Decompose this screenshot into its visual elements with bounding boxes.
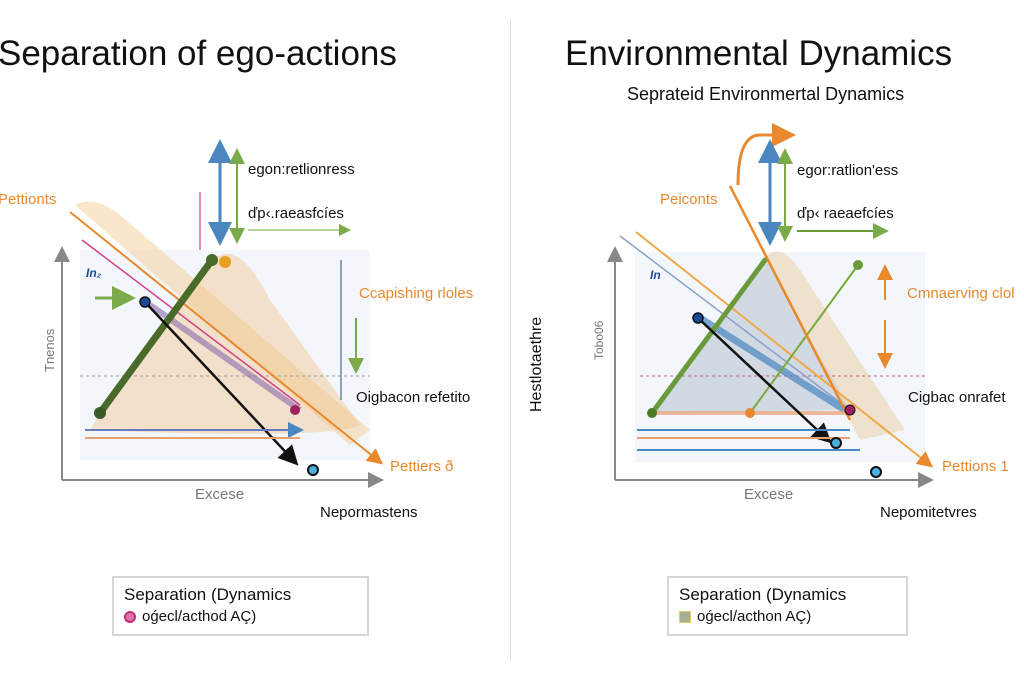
right-title: Environmental Dynamics [565,34,953,73]
right-label-top2: ďp‹ raeaefcíes [797,205,894,222]
left-label-top2: ďp‹.raeasfcíes [248,205,344,222]
legend-marker-circle-icon [124,611,136,623]
left-corner-mark: In₂ [86,266,102,280]
left-label-left-orange: Pettionts [0,191,57,208]
orange-region [90,253,360,434]
legend-title: Separation (Dynamics [679,585,847,604]
right-label-top1: egor:ratlion'ess [797,162,899,179]
right-label-bottom-orange: Pettions 1 [942,458,1009,475]
left-legend: Separation (Dynamics oǵecl/acthod AÇ) [112,576,369,636]
left-diagram [54,139,384,488]
green-edge [649,257,768,416]
legend-title: Separation (Dynamics [124,585,292,604]
left-y-label: Tnenos [42,328,57,372]
right-subtitle: Sepratеid Environmertal Dynamics [627,84,905,104]
right-corner-mark: In [650,268,661,282]
right-y-tick: Tobo06 [592,320,606,360]
left-label-top1: egon:retlionress [248,161,355,178]
right-diagram [607,123,934,488]
legend-item: oǵecl/acthon AÇ) [697,608,812,625]
left-label-right-orange: Ccapishing rloles [359,285,474,302]
right-x-label: Excese [744,486,794,503]
left-label-bottom-orange: Pettiers ð [390,458,454,475]
green-edge [96,256,216,417]
right-label-bottom-black: Nepomitetvres [880,504,977,521]
left-label-right-black: Oigbacon refetito [356,389,471,406]
legend-marker-square-icon [679,611,691,623]
left-title: Separation of ego-actions [0,34,397,73]
left-x-label: Excese [195,486,245,503]
black-arrow [144,301,299,466]
right-label-left-orange: Peiconts [660,191,718,208]
left-label-bottom-black: Nepormastens [320,504,418,521]
orange-band [75,201,370,445]
panel-divider [510,20,511,660]
right-label-right-orange: Cmnaerving clol [907,285,1015,302]
right-label-right-black: Cigbac onrafet [908,389,1006,406]
legend-item: oǵecl/acthod AÇ) [142,608,257,625]
right-legend: Separation (Dynamics oǵecl/acthon AÇ) [667,576,908,636]
black-arrow [697,317,832,444]
right-y-label: Hestlotaethre [528,316,545,412]
